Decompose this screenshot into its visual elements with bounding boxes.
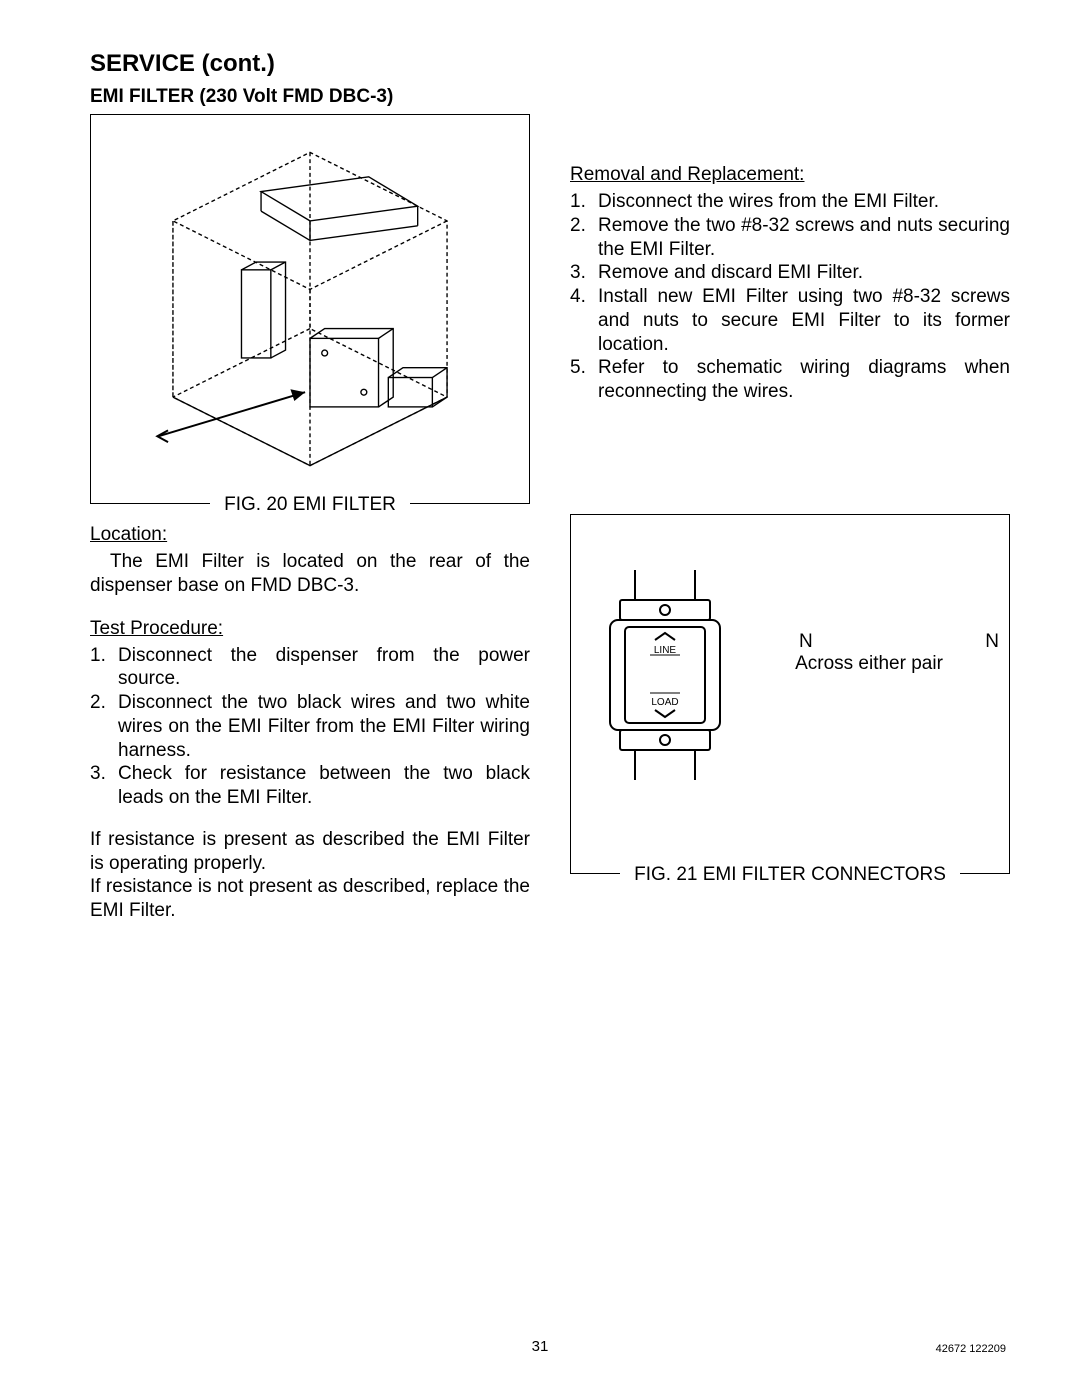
figure-20-box: FIG. 20 EMI FILTER — [90, 114, 530, 504]
step-text: Install new EMI Filter using two #8-32 s… — [598, 285, 1010, 356]
step-number: 5. — [570, 356, 598, 404]
location-text: The EMI Filter is located on the rear of… — [90, 550, 530, 598]
list-item: 2.Remove the two #8-32 screws and nuts s… — [570, 214, 1010, 262]
step-number: 1. — [90, 644, 118, 692]
step-text: Remove the two #8-32 screws and nuts sec… — [598, 214, 1010, 262]
emi-line-label: LINE — [654, 645, 677, 656]
list-item: 1.Disconnect the wires from the EMI Filt… — [570, 190, 1010, 214]
result-ok-text: If resistance is present as described th… — [90, 828, 530, 876]
step-number: 4. — [570, 285, 598, 356]
figure-20-caption: FIG. 20 EMI FILTER — [210, 494, 410, 516]
list-item: 5.Refer to schematic wiring diagrams whe… — [570, 356, 1010, 404]
doc-code: 42672 122209 — [936, 1343, 1006, 1355]
step-text: Disconnect the wires from the EMI Filter… — [598, 190, 1010, 214]
test-procedure-list: 1.Disconnect the dispenser from the powe… — [90, 644, 530, 810]
list-item: 1.Disconnect the dispenser from the powe… — [90, 644, 530, 692]
page-number: 31 — [0, 1338, 1080, 1355]
fig21-n-left: N — [799, 631, 813, 653]
figure-21-box: LINE LOAD N N Across either pair FIG. — [570, 514, 1010, 874]
figure-21-caption: FIG. 21 EMI FILTER CONNECTORS — [620, 864, 960, 886]
fig21-across-text: Across either pair — [739, 653, 999, 675]
subsection-title: EMI FILTER (230 Volt FMD DBC-3) — [90, 86, 530, 108]
fig21-n-right: N — [985, 631, 999, 653]
figure-20-svg — [99, 123, 521, 495]
step-number: 3. — [90, 762, 118, 810]
step-number: 3. — [570, 261, 598, 285]
list-item: 2.Disconnect the two black wires and two… — [90, 691, 530, 762]
step-text: Check for resistance between the two bla… — [118, 762, 530, 810]
section-title: SERVICE (cont.) — [90, 50, 1010, 78]
step-text: Remove and discard EMI Filter. — [598, 261, 1010, 285]
step-text: Disconnect the two black wires and two w… — [118, 691, 530, 762]
step-number: 2. — [570, 214, 598, 262]
list-item: 3.Check for resistance between the two b… — [90, 762, 530, 810]
step-number: 2. — [90, 691, 118, 762]
test-procedure-heading: Test Procedure: — [90, 618, 530, 640]
step-number: 1. — [570, 190, 598, 214]
removal-steps-list: 1.Disconnect the wires from the EMI Filt… — [570, 190, 1010, 404]
step-text: Refer to schematic wiring diagrams when … — [598, 356, 1010, 404]
list-item: 3.Remove and discard EMI Filter. — [570, 261, 1010, 285]
emi-load-label: LOAD — [651, 697, 678, 708]
list-item: 4.Install new EMI Filter using two #8-32… — [570, 285, 1010, 356]
step-text: Disconnect the dispenser from the power … — [118, 644, 530, 692]
removal-heading: Removal and Replacement: — [570, 164, 1010, 186]
location-heading: Location: — [90, 524, 530, 546]
result-bad-text: If resistance is not present as describe… — [90, 875, 530, 923]
emi-filter-connector-svg: LINE LOAD — [595, 565, 735, 785]
